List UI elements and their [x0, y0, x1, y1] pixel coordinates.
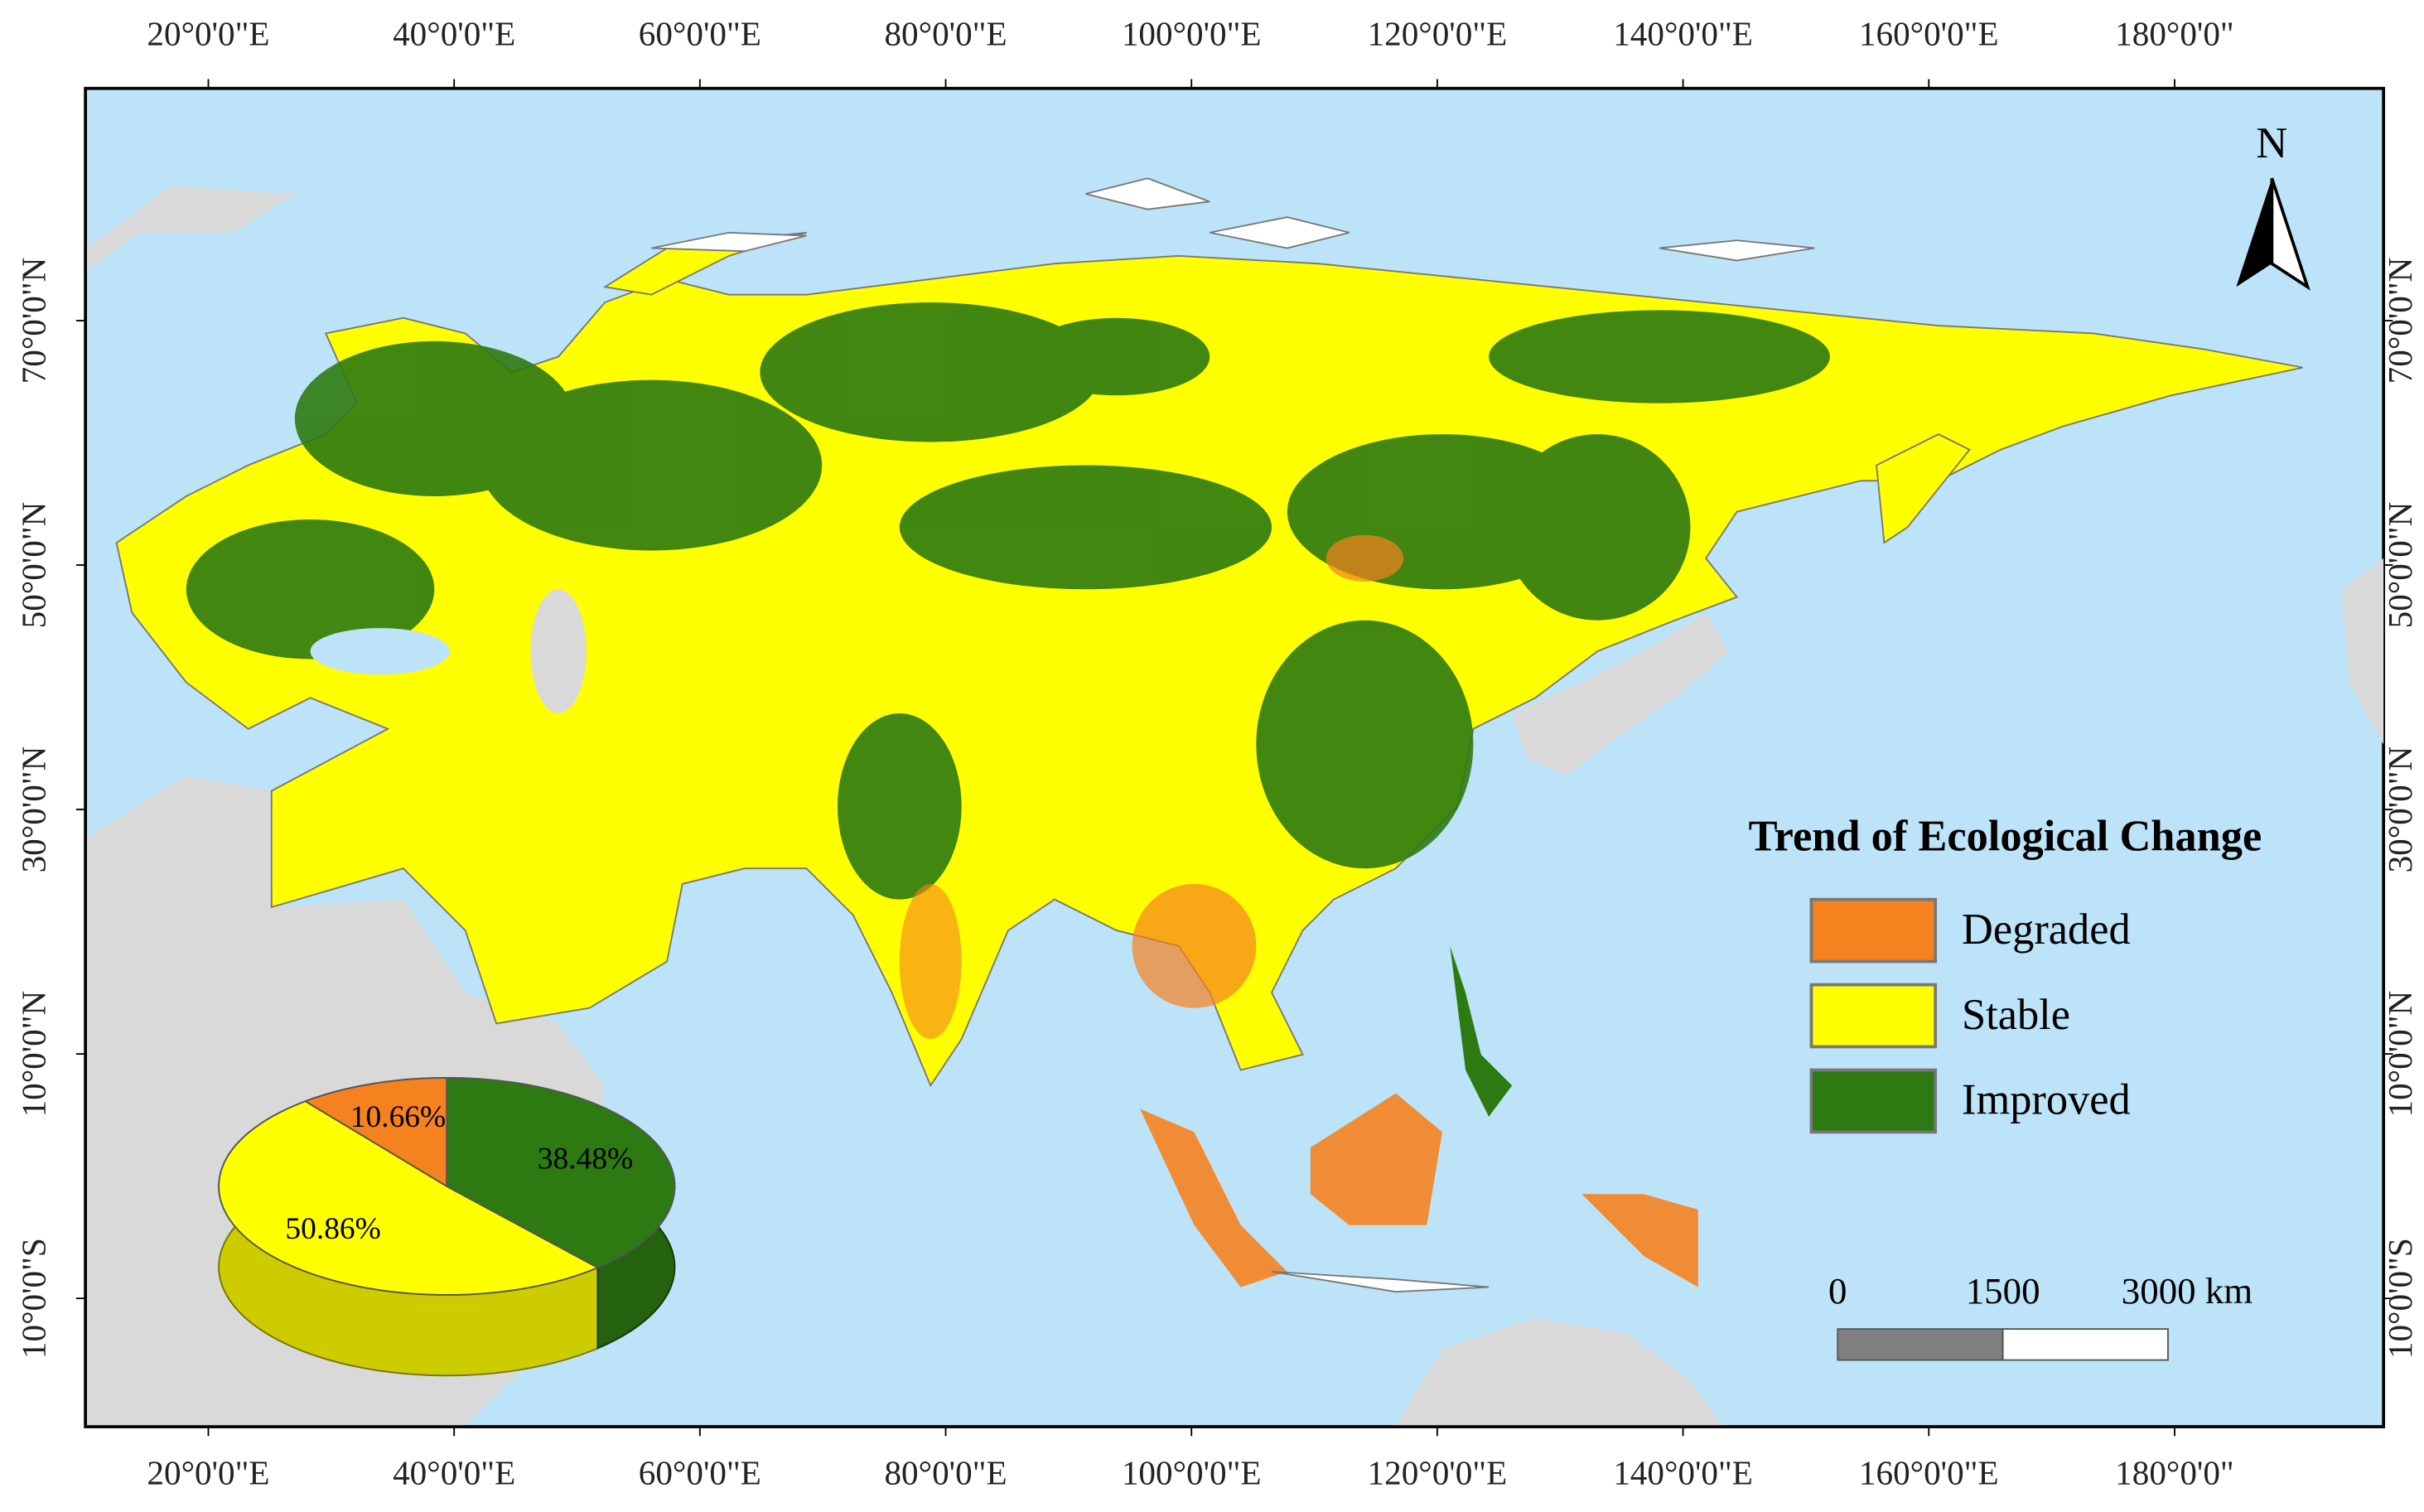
scale-bar-segment [2001, 1328, 2169, 1361]
black-sea [310, 628, 451, 675]
degraded-areas [899, 534, 1698, 1287]
x-tick-label: 120°0'0"E [1368, 14, 1508, 52]
y-tick-label: 10°0'0"S [15, 1238, 53, 1359]
x-tick-label: 140°0'0"E [1613, 1453, 1753, 1491]
x-tick-label: 20°0'0"E [147, 1453, 269, 1491]
x-tick-label: 80°0'0"E [884, 1453, 1007, 1491]
y-tick-label: 30°0'0"N [15, 746, 53, 873]
y-tick-label: 10°0'0"N [15, 991, 53, 1118]
legend-swatch [1809, 983, 1938, 1049]
y-tick-label: 50°0'0"N [15, 502, 53, 629]
kamchatka [1876, 433, 1971, 544]
x-tick-label: 100°0'0"E [1122, 14, 1262, 52]
y-tick-label: 50°0'0"N [2381, 502, 2419, 629]
legend-label: Stable [1962, 991, 2070, 1039]
pie-slice [446, 1076, 676, 1269]
legend-swatch [1809, 897, 1938, 964]
scale-bar-label: 1500 [1966, 1270, 2040, 1312]
x-tick-label: 180°0'0" [2115, 14, 2234, 52]
y-tick-label: 10°0'0"N [2381, 991, 2419, 1118]
scale-bar-segment [1837, 1328, 2004, 1361]
australia [1395, 1318, 1721, 1426]
north-arrow [2236, 178, 2272, 287]
y-tick-label: 30°0'0"N [2381, 746, 2419, 873]
legend-label: Improved [1962, 1076, 2131, 1124]
x-tick-label: 100°0'0"E [1122, 1453, 1262, 1491]
caspian-sea [530, 589, 587, 714]
greenland [87, 186, 295, 272]
pie-slice [303, 1076, 448, 1188]
y-tick-label: 10°0'0"S [2381, 1238, 2419, 1359]
ice-islands [651, 177, 1815, 1293]
y-tick-label: 70°0'0"N [2381, 258, 2419, 384]
pie-slice [218, 1100, 600, 1296]
x-tick-label: 180°0'0" [2115, 1453, 2234, 1491]
pie-value-label: 50.86% [285, 1212, 380, 1246]
x-tick-label: 40°0'0"E [393, 14, 515, 52]
land-cover [115, 177, 2304, 1293]
north-label: N [2256, 119, 2287, 167]
scale-bar-label: 3000 km [2122, 1270, 2253, 1312]
x-tick-label: 160°0'0"E [1859, 1453, 1999, 1491]
legend-label: Degraded [1962, 906, 2131, 954]
pie-value-label: 38.48% [538, 1142, 633, 1176]
x-tick-label: 60°0'0"E [639, 14, 761, 52]
legend-title: Trend of Ecological Change [1749, 813, 2262, 861]
y-tick-label: 70°0'0"N [15, 258, 53, 384]
x-tick-label: 80°0'0"E [884, 14, 1007, 52]
scale-bar-label: 0 [1828, 1270, 1847, 1312]
pie-value-label: 10.66% [350, 1100, 446, 1134]
x-tick-label: 60°0'0"E [639, 1453, 761, 1491]
japan [1512, 612, 1730, 775]
x-tick-label: 120°0'0"E [1368, 1453, 1508, 1491]
x-tick-label: 40°0'0"E [393, 1453, 515, 1491]
legend-swatch [1809, 1068, 1938, 1134]
philippines [1450, 945, 1513, 1117]
america [2341, 558, 2384, 745]
north-arrow [2270, 177, 2311, 291]
x-tick-label: 140°0'0"E [1613, 14, 1753, 52]
x-tick-label: 20°0'0"E [147, 14, 269, 52]
x-tick-label: 160°0'0"E [1859, 14, 1999, 52]
